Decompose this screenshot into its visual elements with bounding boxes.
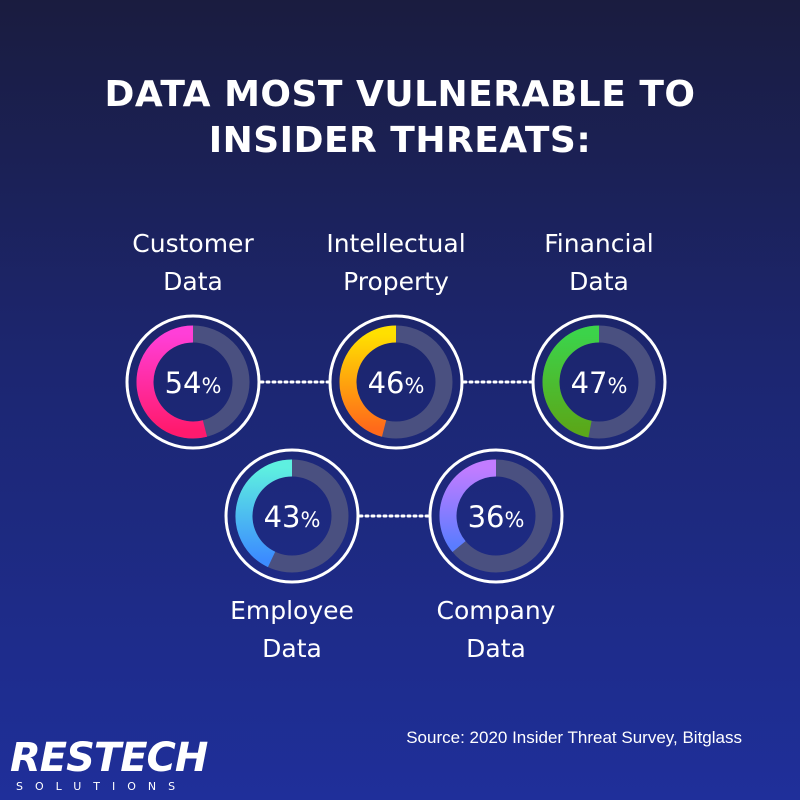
donut-value: 46% bbox=[368, 366, 425, 400]
logo-wordmark: RESTECH bbox=[10, 735, 208, 781]
donut-arc bbox=[235, 459, 293, 568]
donut-item: 47% Financial Data bbox=[531, 229, 667, 450]
donut-item: 36% Company Data bbox=[428, 448, 564, 663]
donut-outer-ring bbox=[531, 314, 667, 450]
donut-value: 54% bbox=[165, 366, 222, 400]
donut-label: Employee bbox=[230, 596, 354, 625]
donut-outer-ring bbox=[125, 314, 261, 450]
donut-item: 43% Employee Data bbox=[224, 448, 360, 663]
restech-logo: RESTECH SOLUTIONS bbox=[10, 738, 215, 794]
donut-item: 54% Customer Data bbox=[125, 229, 261, 450]
donut-outer-ring bbox=[328, 314, 464, 450]
donut-rings: 54% Customer Data 46% Intellectual Property 47… bbox=[125, 229, 667, 663]
donut-outer-ring bbox=[224, 448, 360, 584]
logo-subtitle: SOLUTIONS bbox=[16, 780, 188, 793]
donut-label: Company bbox=[437, 596, 556, 625]
chart-title: DATA MOST VULNERABLE TO INSIDER THREATS: bbox=[0, 72, 800, 164]
donut-label: Data bbox=[163, 267, 223, 296]
donut-arc bbox=[136, 325, 208, 439]
donut-label: Data bbox=[569, 267, 629, 296]
donut-label: Property bbox=[343, 267, 449, 296]
chart-title-line-2: INSIDER THREATS: bbox=[208, 120, 592, 161]
donut-arc bbox=[439, 459, 497, 553]
donut-arc bbox=[542, 325, 600, 438]
donut-value: 36% bbox=[468, 500, 525, 534]
donut-label: Data bbox=[466, 634, 526, 663]
connector-lines bbox=[259, 380, 533, 518]
donut-label: Data bbox=[262, 634, 322, 663]
donut-label: Financial bbox=[544, 229, 653, 258]
donut-value: 43% bbox=[264, 500, 321, 534]
source-note: Source: 2020 Insider Threat Survey, Bitg… bbox=[406, 728, 742, 747]
donut-value: 47% bbox=[571, 366, 628, 400]
donut-arc bbox=[339, 325, 397, 437]
donut-outer-ring bbox=[428, 448, 564, 584]
donut-item: 46% Intellectual Property bbox=[326, 229, 466, 450]
chart-title-line-1: DATA MOST VULNERABLE TO bbox=[104, 74, 696, 115]
donut-label: Customer bbox=[132, 229, 254, 258]
donut-label: Intellectual bbox=[326, 229, 465, 258]
